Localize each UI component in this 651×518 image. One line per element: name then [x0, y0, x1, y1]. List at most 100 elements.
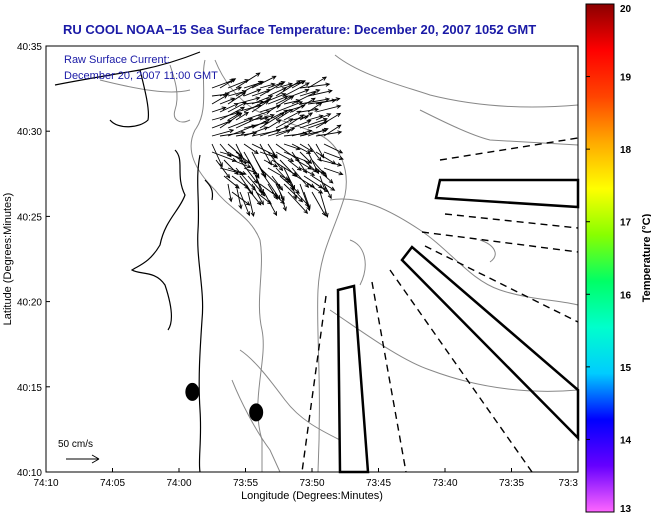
dashed-radial-lines: [301, 137, 579, 473]
current-vector: [251, 95, 274, 105]
current-vector: [259, 114, 275, 121]
current-vector: [251, 75, 277, 89]
x-axis-label: Longitude (Degrees:Minutes): [241, 490, 383, 502]
current-vector: [283, 114, 305, 129]
current-vector: [235, 115, 264, 129]
chart-title: RU COOL NOAA−15 Sea Surface Temperature:…: [63, 22, 536, 37]
colorbar-label: Temperature (°C): [641, 213, 651, 302]
current-vector: [259, 82, 276, 89]
colorbar-tick-label: 14: [620, 435, 632, 446]
current-vector: [311, 191, 326, 217]
current-vector: [211, 106, 227, 113]
current-vector: [307, 89, 333, 97]
current-vector: [227, 183, 233, 203]
current-vector: [291, 119, 312, 129]
current-vector: [219, 97, 236, 105]
current-vector: [235, 72, 261, 89]
current-vector: [219, 106, 246, 121]
current-vector: [315, 130, 343, 137]
current-vector: [211, 128, 235, 137]
current-vector: [275, 82, 293, 89]
current-vector: [231, 159, 252, 169]
current-vector: [211, 143, 223, 168]
current-vector: [291, 97, 316, 113]
current-vector: [267, 127, 296, 137]
current-vector: [275, 118, 294, 129]
y-tick-label: 40:15: [17, 383, 42, 394]
colorbar: [585, 3, 615, 513]
current-vector: [243, 126, 269, 137]
current-vector: [287, 159, 302, 171]
current-vector: [219, 103, 239, 113]
current-vector: [255, 175, 263, 195]
current-vector: [227, 167, 247, 176]
current-vector: [291, 167, 310, 189]
current-vector: [319, 191, 329, 218]
current-vector: [243, 183, 262, 206]
y-tick-label: 40:10: [17, 468, 42, 479]
current-vector: [319, 159, 343, 167]
colorbar-tick-label: 16: [620, 290, 632, 301]
current-vector: [275, 151, 295, 162]
scale-arrow: [66, 454, 100, 464]
current-vector: [219, 112, 243, 129]
current-vector: [283, 82, 310, 97]
current-vector: [267, 95, 295, 113]
x-tick-label: 73:3: [559, 478, 579, 489]
y-tick-label: 40:20: [17, 298, 42, 309]
current-vector: [235, 80, 263, 97]
y-tick-label: 40:35: [17, 42, 42, 53]
current-vector: [211, 94, 229, 105]
current-vector: [291, 80, 306, 89]
current-vector: [323, 151, 344, 160]
current-vector: [275, 80, 302, 97]
current-vector: [263, 159, 279, 168]
current-vector: [323, 143, 344, 154]
colorbar-tick-label: 13: [620, 504, 632, 515]
current-vector: [275, 101, 304, 113]
current-vector: [235, 96, 261, 105]
current-vector: [267, 119, 282, 129]
current-vector: [267, 87, 287, 97]
current-vector: [243, 88, 262, 97]
current-vector: [299, 112, 314, 121]
x-tick-label: 73:50: [299, 478, 324, 489]
current-vector: [231, 191, 251, 206]
x-tick-labels: 74:10 74:05 74:00 73:55 73:50 73:45 73:40 73:35…: [33, 468, 579, 489]
current-vector: [323, 167, 344, 176]
current-vector: [251, 183, 264, 206]
current-vector: [227, 117, 253, 129]
coastline: [54, 51, 214, 473]
current-vector: [271, 175, 284, 191]
x-tick-label: 73:55: [233, 478, 258, 489]
current-vector: [287, 191, 309, 214]
current-vector: [219, 78, 237, 89]
x-tick-label: 74:00: [166, 478, 191, 489]
current-vector: [239, 159, 258, 184]
colorbar-ticks: 20 19 18 17 16 15 14 13: [586, 3, 632, 515]
current-vector: [267, 109, 289, 121]
y-tick-labels: 40:35 40:30 40:25 40:20 40:15 40:10: [17, 42, 50, 479]
colorbar-tick-label: 15: [620, 363, 632, 374]
current-vector: [259, 112, 285, 129]
current-vector: [307, 183, 324, 194]
bathymetry-contours: [99, 54, 579, 473]
current-vector: [259, 82, 284, 97]
current-vector: [307, 102, 323, 113]
current-vector: [235, 111, 250, 121]
scale-label: 50 cm/s: [58, 439, 93, 450]
current-vector: [315, 112, 342, 129]
current-vector: [283, 110, 302, 121]
current-vector: [279, 159, 297, 178]
current-vector: [291, 129, 313, 137]
y-tick-label: 40:25: [17, 212, 42, 223]
current-vector: [243, 143, 259, 155]
current-vector: [307, 76, 327, 89]
buoy-1: [185, 382, 200, 401]
current-vector: [259, 151, 278, 159]
current-vector: [299, 97, 331, 105]
y-axis-label: Latitude (Degrees:Minutes): [2, 193, 14, 326]
current-vector: [255, 191, 272, 205]
colorbar-tick-label: 18: [620, 145, 632, 156]
